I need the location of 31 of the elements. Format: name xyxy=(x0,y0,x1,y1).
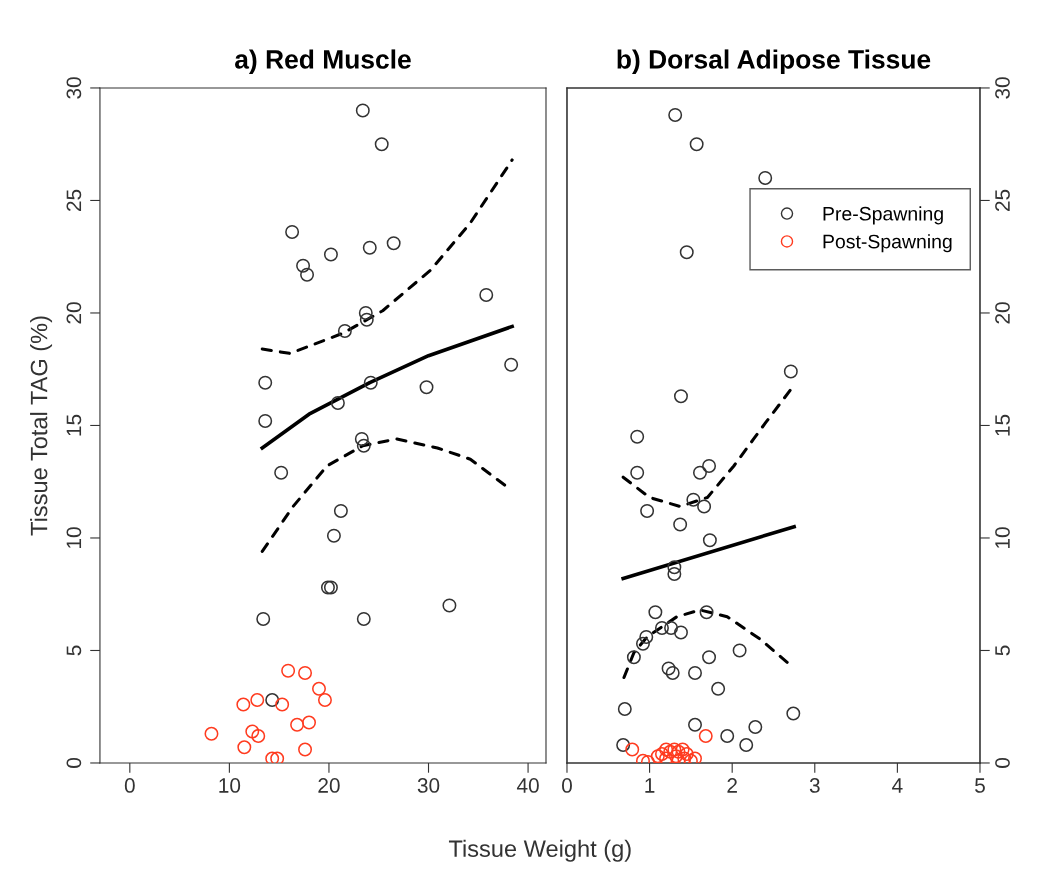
y-tick-label: 30 xyxy=(66,77,82,99)
x-tick-label: 2 xyxy=(727,778,737,793)
x-tick-label: 30 xyxy=(417,778,440,793)
x-tick-label: 40 xyxy=(516,778,539,793)
y2-tick-label: 10 xyxy=(995,527,1010,548)
y2-tick-label: 0 xyxy=(995,758,1010,768)
y-tick-label: 5 xyxy=(66,645,82,656)
y-tick-label: 0 xyxy=(66,758,82,768)
chart-title: a) Red Muscle xyxy=(235,49,411,74)
x-tick-label: 0 xyxy=(562,778,572,793)
x-tick-label: 0 xyxy=(124,778,135,793)
y-tick-label: 15 xyxy=(66,414,82,436)
y2-tick-label: 5 xyxy=(995,645,1010,656)
y-tick-label: 25 xyxy=(66,189,82,211)
x-tick-label: 1 xyxy=(645,778,655,793)
x-tick-label: 3 xyxy=(809,778,820,793)
x-tick-label: 10 xyxy=(219,778,241,793)
x-tick-label: 5 xyxy=(975,778,985,793)
legend-label: Pre-Spawning xyxy=(823,206,943,225)
x-axis-title: Tissue Weight (g) xyxy=(448,839,631,862)
y2-tick-label: 20 xyxy=(995,302,1010,324)
legend-label: Post-Spawning xyxy=(823,234,952,253)
y2-tick-label: 25 xyxy=(995,189,1010,211)
y-tick-label: 10 xyxy=(66,527,82,548)
y2-tick-label: 30 xyxy=(995,77,1010,99)
chart-title: b) Dorsal Adipose Tissue xyxy=(617,49,931,74)
y-axis-title: Tissue Total TAG (%) xyxy=(30,316,53,536)
y2-tick-label: 15 xyxy=(995,414,1010,436)
y-tick-label: 20 xyxy=(66,302,82,324)
x-tick-label: 20 xyxy=(318,778,340,793)
x-tick-label: 4 xyxy=(892,778,903,793)
